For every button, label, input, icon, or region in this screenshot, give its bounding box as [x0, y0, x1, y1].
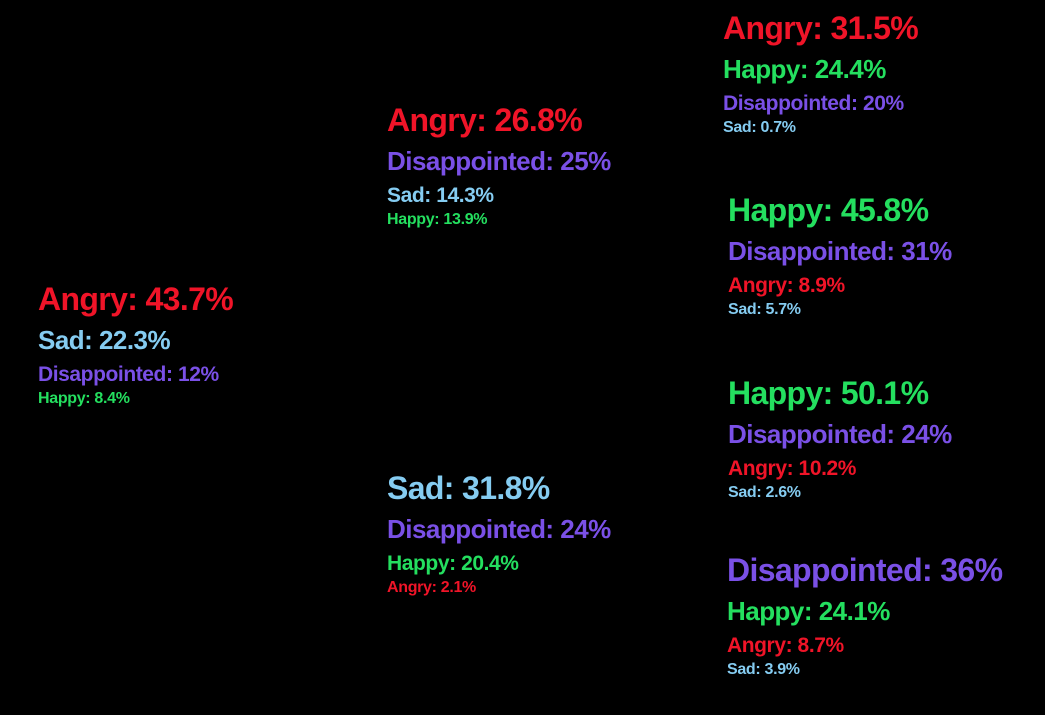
emotion-group-3: Sad: 31.8% Disappointed: 24% Happy: 20.4% A…: [387, 469, 611, 597]
emotion-label-disappointed: Disappointed: 31%: [728, 236, 952, 267]
emotion-group-5: Happy: 45.8% Disappointed: 31% Angry: 8.9%…: [728, 191, 952, 319]
emotion-label-disappointed: Disappointed: 20%: [723, 91, 904, 115]
emotion-label-happy: Happy: 13.9%: [387, 210, 488, 228]
emotion-label-happy: Happy: 24.4%: [723, 54, 886, 85]
emotion-label-happy: Happy: 24.1%: [727, 596, 890, 627]
emotion-label-sad: Sad: 3.9%: [727, 660, 800, 678]
emotion-label-disappointed: Disappointed: 12%: [38, 362, 219, 386]
emotion-label-disappointed: Disappointed: 24%: [387, 514, 611, 545]
emotion-label-happy: Happy: 8.4%: [38, 389, 130, 407]
emotion-group-2: Angry: 26.8% Disappointed: 25% Sad: 14.3% H…: [387, 101, 611, 229]
emotion-label-angry: Angry: 2.1%: [387, 578, 476, 596]
emotion-label-sad: Sad: 0.7%: [723, 118, 796, 136]
emotion-label-angry: Angry: 43.7%: [38, 281, 234, 317]
emotion-label-angry: Angry: 10.2%: [728, 456, 857, 480]
emotion-label-happy: Happy: 20.4%: [387, 551, 519, 575]
emotion-label-sad: Sad: 22.3%: [38, 325, 171, 356]
emotion-label-sad: Sad: 14.3%: [387, 183, 494, 207]
emotion-label-disappointed: Disappointed: 24%: [728, 419, 952, 450]
emotion-label-happy: Happy: 50.1%: [728, 375, 929, 411]
emotion-label-disappointed: Disappointed: 25%: [387, 146, 611, 177]
emotion-label-sad: Sad: 31.8%: [387, 470, 550, 506]
emotion-group-1: Angry: 43.7% Sad: 22.3% Disappointed: 12% H…: [38, 280, 234, 408]
emotion-group-6: Happy: 50.1% Disappointed: 24% Angry: 10.2…: [728, 374, 952, 502]
emotion-label-angry: Angry: 31.5%: [723, 10, 919, 46]
emotion-label-angry: Angry: 8.7%: [727, 633, 844, 657]
emotion-label-happy: Happy: 45.8%: [728, 192, 929, 228]
emotion-label-sad: Sad: 5.7%: [728, 300, 801, 318]
emotion-label-angry: Angry: 8.9%: [728, 273, 845, 297]
emotion-group-4: Angry: 31.5% Happy: 24.4% Disappointed: 20…: [723, 9, 919, 137]
emotion-group-7: Disappointed: 36% Happy: 24.1% Angry: 8.7%…: [727, 551, 1003, 679]
emotion-label-angry: Angry: 26.8%: [387, 102, 583, 138]
emotion-label-disappointed: Disappointed: 36%: [727, 552, 1003, 588]
emotion-label-sad: Sad: 2.6%: [728, 483, 801, 501]
